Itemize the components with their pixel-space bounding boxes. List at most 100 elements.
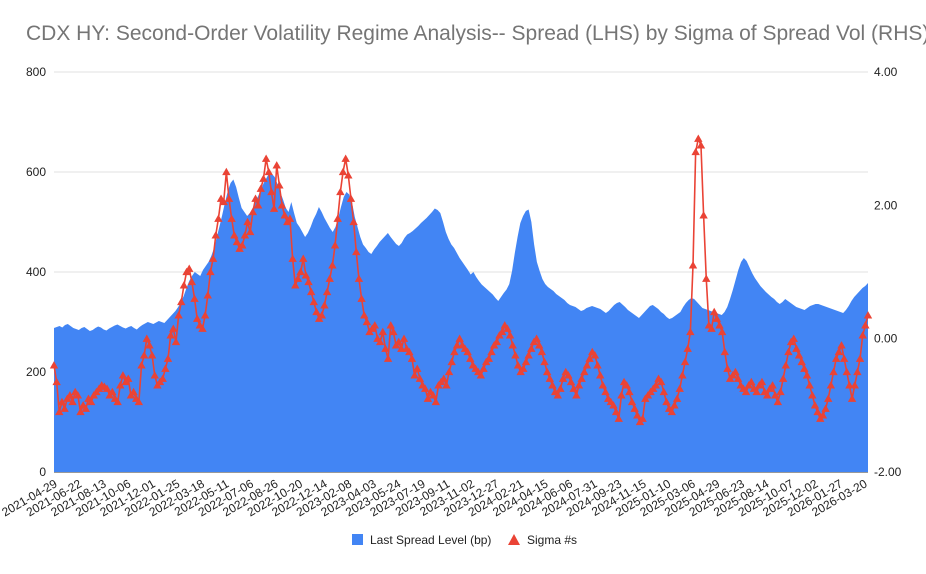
sigma-point <box>487 347 496 356</box>
sigma-point <box>230 231 239 239</box>
sigma-point <box>630 404 639 412</box>
sigma-point <box>354 274 364 282</box>
sigma-point <box>611 407 621 416</box>
sigma-point <box>349 217 358 226</box>
sigma-point <box>680 357 690 366</box>
sigma-point <box>174 311 183 319</box>
sigma-point <box>731 367 740 376</box>
sigma-point <box>344 171 353 179</box>
sigma-point <box>227 214 236 222</box>
sigma-point <box>296 267 305 276</box>
sigma-point <box>781 361 791 369</box>
sigma-point <box>328 261 337 269</box>
sigma-point <box>476 371 486 379</box>
sigma-point <box>304 277 313 286</box>
sigma-point <box>198 324 207 332</box>
sigma-point <box>569 384 578 392</box>
sigma-point <box>169 324 178 332</box>
sigma-point <box>185 264 194 272</box>
sigma-point <box>678 371 687 379</box>
sigma-point <box>238 241 247 249</box>
y-left-tick-label: 0 <box>39 465 46 479</box>
sigma-point <box>768 381 777 389</box>
sigma-point <box>49 361 59 369</box>
sigma-point <box>855 354 865 362</box>
y-left-tick-label: 800 <box>26 65 46 79</box>
legend: Last Spread Level (bp) Sigma #s <box>352 533 577 547</box>
y-left-tick-label: 200 <box>26 365 46 379</box>
sigma-point <box>301 271 311 279</box>
sigma-point <box>256 184 266 192</box>
sigma-point <box>707 324 716 332</box>
sigma-point <box>108 387 117 396</box>
sigma-point <box>672 394 682 402</box>
sigma-point <box>447 357 456 366</box>
sigma-point <box>113 397 122 406</box>
sigma-point <box>532 334 541 342</box>
sigma-point <box>842 367 851 376</box>
sigma-point <box>383 354 393 362</box>
sigma-point <box>850 381 859 389</box>
sigma-point <box>124 374 133 382</box>
sigma-point <box>596 371 605 379</box>
legend-swatch-spread <box>352 534 363 545</box>
sigma-point <box>322 287 332 296</box>
sigma-point <box>405 347 414 356</box>
sigma-point <box>580 367 589 376</box>
sigma-point <box>413 364 422 372</box>
sigma-point <box>614 414 623 422</box>
sigma-point <box>267 187 276 196</box>
sigma-point <box>224 194 234 202</box>
sigma-point <box>556 384 565 392</box>
sigma-point <box>116 381 125 389</box>
sigma-point <box>789 334 798 342</box>
sigma-point <box>863 311 873 319</box>
sigma-point <box>845 381 854 389</box>
sigma-point <box>831 354 841 362</box>
sigma-point <box>802 371 812 379</box>
sigma-point <box>572 391 581 399</box>
sigma-point <box>275 181 284 189</box>
sigma-point <box>357 294 366 302</box>
sigma-point <box>309 297 319 306</box>
sigma-point <box>259 174 268 182</box>
sigma-point <box>627 397 637 406</box>
sigma-point <box>360 311 369 319</box>
sigma-point <box>68 397 77 406</box>
spread-area <box>54 173 868 472</box>
sigma-point <box>81 404 91 412</box>
sigma-point <box>261 154 271 162</box>
sigma-point <box>574 381 584 389</box>
sigma-point <box>269 204 279 212</box>
sigma-point <box>439 374 448 382</box>
sigma-point <box>519 364 528 372</box>
sigma-point <box>200 311 210 319</box>
sigma-point <box>593 361 602 369</box>
y-right-tick-label: 4.00 <box>874 65 898 79</box>
sigma-point <box>246 227 255 236</box>
sigma-point <box>683 344 692 352</box>
sigma-point <box>378 327 387 336</box>
sigma-point <box>291 281 300 289</box>
sigma-point <box>508 341 517 349</box>
sigma-point <box>537 347 547 356</box>
sigma-point <box>370 321 380 329</box>
sigma-point <box>797 357 806 366</box>
sigma-point <box>76 407 85 416</box>
sigma-point <box>633 411 642 419</box>
sigma-point <box>444 367 454 376</box>
legend-label-sigma: Sigma #s <box>527 533 577 547</box>
sigma-point <box>352 247 361 256</box>
sigma-point <box>829 367 838 376</box>
sigma-point <box>837 341 846 349</box>
sigma-point <box>450 347 459 356</box>
sigma-point <box>293 274 303 282</box>
sigma-point <box>535 341 544 349</box>
sigma-point <box>52 377 61 386</box>
sigma-point <box>763 391 772 399</box>
sigma-point <box>325 274 334 282</box>
sigma-point <box>808 391 817 399</box>
sigma-point <box>540 357 549 366</box>
sigma-point <box>206 267 215 276</box>
sigma-point <box>752 387 761 396</box>
